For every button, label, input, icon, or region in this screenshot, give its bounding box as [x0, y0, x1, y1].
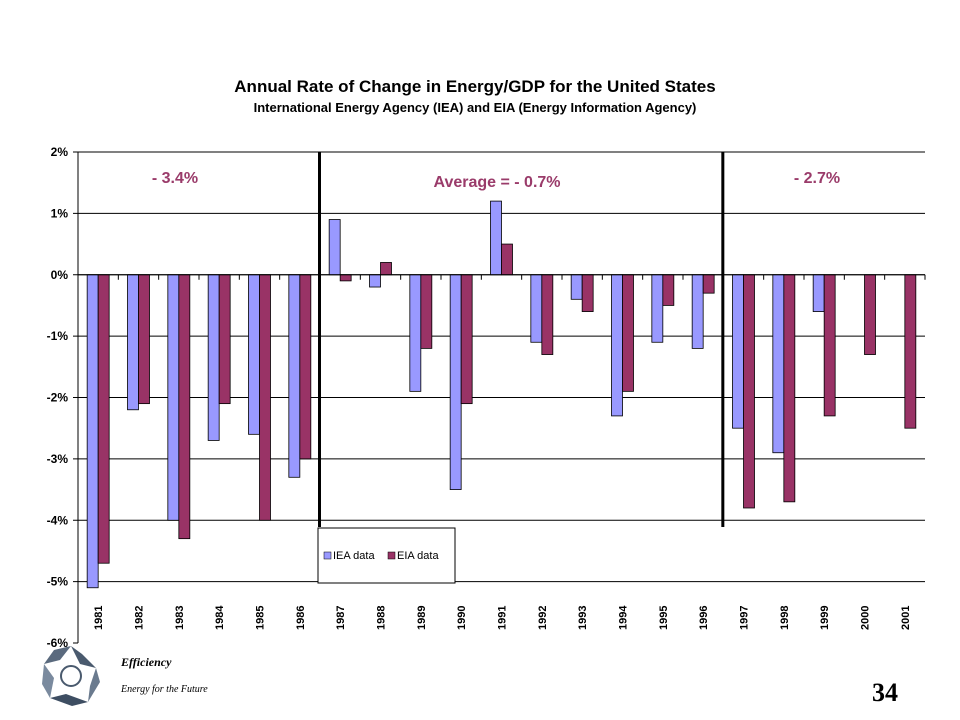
- bar-iea-1985: [248, 274, 260, 435]
- legend-swatch: [387, 551, 396, 560]
- bar-eia-1986: [299, 274, 312, 460]
- x-tick-label: 1988: [376, 606, 388, 630]
- y-tick-labels: 2% 1% 0% -1% -2% -3% -4% -5% -6%: [47, 145, 69, 650]
- legend: IEA data EIA data: [317, 527, 456, 584]
- chart-title: Annual Rate of Change in Energy/GDP for …: [234, 77, 715, 96]
- period-dividers: [318, 152, 725, 527]
- x-tick-label: 1998: [779, 606, 791, 630]
- x-tick-label: 2001: [900, 606, 912, 630]
- bar-iea-1998: [772, 274, 785, 454]
- x-tick-label: 1992: [537, 606, 549, 630]
- efficiency-logo-icon: [42, 646, 100, 706]
- legend-swatch: [323, 551, 332, 560]
- y-tick-label: 2%: [51, 145, 69, 159]
- bar-eia-1985: [259, 274, 271, 521]
- bar-eia-1988: [380, 262, 392, 276]
- bar-eia-1990: [460, 274, 473, 405]
- y-tick-label: -2%: [47, 391, 69, 405]
- bar-iea-1986: [288, 274, 301, 478]
- bar-iea-1989: [409, 274, 422, 392]
- x-tick-label: 1987: [335, 606, 347, 630]
- x-tick-label: 1999: [819, 606, 831, 630]
- bar-eia-1987: [339, 274, 352, 282]
- y-tick-label: -4%: [47, 513, 69, 527]
- bar-iea-1992: [530, 274, 543, 343]
- x-tick-label: 1986: [295, 606, 307, 630]
- y-tick-label: 0%: [51, 268, 69, 282]
- bar-eia-1989: [420, 274, 433, 349]
- bar-eia-1996: [702, 274, 715, 294]
- x-tick-label: 1997: [739, 606, 751, 630]
- bar-eia-1991: [501, 243, 513, 276]
- x-tick-label: 1995: [658, 606, 670, 630]
- x-tick-label: 1990: [456, 606, 468, 630]
- x-tick-labels: 1981 1982 1983 1984 1985 1986 1987 1988 1989 1990…: [93, 605, 912, 630]
- bar-iea-1996: [691, 274, 704, 349]
- annotation: - 3.4%: [152, 170, 198, 187]
- bar-iea-1981: [86, 274, 99, 589]
- bar-eia-2000: [864, 274, 876, 355]
- y-tick-label: 1%: [51, 206, 69, 220]
- x-tick-label: 1989: [416, 606, 428, 630]
- x-tick-label: 1993: [577, 606, 589, 630]
- bar-iea-1994: [611, 274, 623, 417]
- bar-iea-1995: [651, 274, 664, 343]
- bar-iea-1993: [570, 274, 583, 300]
- x-tick-label: 1996: [698, 606, 710, 630]
- bar-iea-1997: [732, 274, 744, 429]
- bar-iea-1999: [812, 274, 825, 312]
- x-tick-label: 2000: [860, 606, 872, 630]
- footer-tagline: Energy for the Future: [121, 684, 208, 695]
- y-tick-label: -3%: [47, 452, 69, 466]
- bar-eia-1983: [178, 274, 191, 540]
- bar-eia-1998: [783, 274, 796, 503]
- bar-eia-1999: [823, 274, 836, 417]
- legend-label: EIA data: [397, 550, 439, 562]
- bar-eia-1982: [138, 274, 150, 405]
- bar-iea-1991: [490, 200, 502, 276]
- bar-eia-1981: [97, 274, 110, 564]
- y-tick-label: -5%: [47, 575, 69, 589]
- bar-eia-2001: [904, 274, 917, 429]
- x-tick-label: 1983: [174, 606, 186, 630]
- chart-subtitle: International Energy Agency (IEA) and EI…: [254, 100, 697, 115]
- x-tick-label: 1985: [255, 606, 267, 630]
- y-tick-label: -6%: [47, 636, 69, 650]
- annotation: - 2.7%: [794, 170, 840, 187]
- annotations: - 3.4% Average = - 0.7% - 2.7%: [152, 170, 840, 191]
- legend-box: [317, 527, 456, 584]
- x-tick-label: 1982: [134, 606, 146, 630]
- bar-eia-1992: [541, 274, 554, 355]
- page-number: 34: [872, 678, 898, 707]
- bar-eia-1997: [743, 274, 755, 509]
- x-tick-label: 1994: [618, 605, 630, 630]
- legend-label: IEA data: [333, 550, 375, 562]
- y-tick-label: -1%: [47, 329, 69, 343]
- bars: [86, 200, 917, 589]
- x-tick-label: 1981: [93, 606, 105, 630]
- x-tick-label: 1984: [214, 605, 226, 630]
- bar-iea-1987: [328, 219, 341, 276]
- bar-eia-1984: [218, 274, 231, 405]
- bar-eia-1993: [581, 274, 594, 312]
- bar-iea-1982: [127, 274, 139, 411]
- axes: [77, 152, 926, 643]
- footer-brand: Efficiency: [121, 655, 172, 669]
- x-tick-label: 1991: [497, 606, 509, 630]
- annotation: Average = - 0.7%: [433, 174, 560, 191]
- bar-eia-1994: [622, 274, 634, 392]
- bar-iea-1984: [207, 274, 220, 441]
- bar-eia-1995: [662, 274, 675, 306]
- bar-iea-1983: [167, 274, 180, 521]
- bar-iea-1988: [369, 274, 381, 288]
- bar-iea-1990: [449, 274, 462, 490]
